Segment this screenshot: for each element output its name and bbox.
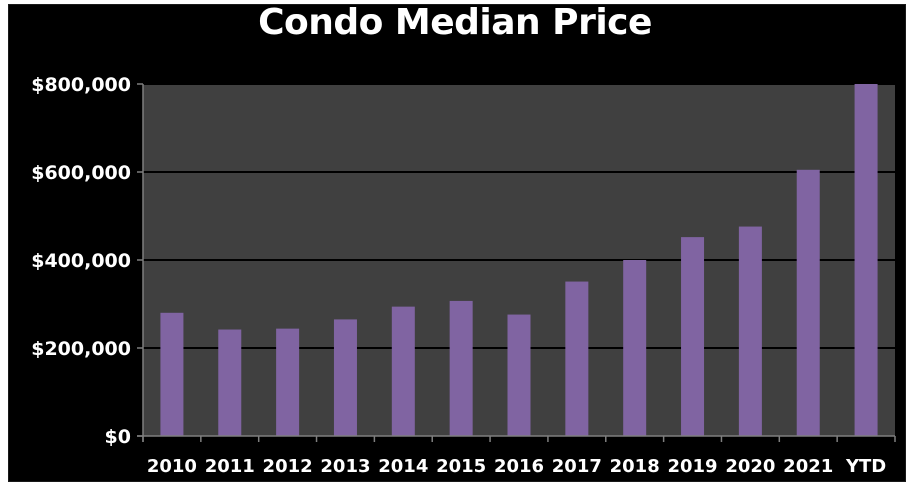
x-tick-label: 2011 xyxy=(205,456,255,477)
x-tick-label: 2013 xyxy=(320,456,370,477)
bar-2011 xyxy=(218,329,242,436)
chart-title: Condo Median Price xyxy=(258,2,652,43)
bar-2015 xyxy=(449,300,473,436)
gridlines xyxy=(143,83,895,349)
y-axis-ticks: $0 $200,000 $400,000 $600,000 $800,000 xyxy=(31,74,131,448)
x-tick-label: 2017 xyxy=(552,456,602,477)
x-tick-label: 2016 xyxy=(494,456,544,477)
x-tick-label: 2015 xyxy=(436,456,486,477)
bar-2012 xyxy=(276,328,300,436)
bar-2016 xyxy=(507,314,531,436)
bars xyxy=(160,84,878,437)
y-tick-label: $200,000 xyxy=(31,338,131,360)
bar-2021 xyxy=(796,169,820,437)
x-tick-label: 2018 xyxy=(610,456,660,477)
bar-2013 xyxy=(333,319,357,436)
y-tick-label: $0 xyxy=(105,426,131,448)
x-tick-label: 2021 xyxy=(783,456,833,477)
y-tick-label: $800,000 xyxy=(31,74,131,96)
bar-2019 xyxy=(681,237,705,436)
x-tick-label: 2014 xyxy=(378,456,428,477)
bar-2020 xyxy=(738,226,762,436)
bar-2018 xyxy=(623,260,647,436)
axes xyxy=(137,83,896,442)
x-axis-ticks: 2010 2011 2012 2013 2014 2015 2016 2017 2018 2019… xyxy=(147,456,886,477)
x-tick-label: 2020 xyxy=(725,456,775,477)
x-tick-label: 2012 xyxy=(263,456,313,477)
x-tick-label: YTD xyxy=(845,456,886,477)
bar-ytd xyxy=(854,84,878,436)
bar-2014 xyxy=(391,306,415,436)
x-tick-label: 2019 xyxy=(667,456,717,477)
x-tick-label: 2010 xyxy=(147,456,197,477)
y-tick-label: $400,000 xyxy=(31,250,131,272)
bar-2010 xyxy=(160,312,184,436)
bar-2017 xyxy=(565,281,589,436)
y-tick-label: $600,000 xyxy=(31,162,131,184)
